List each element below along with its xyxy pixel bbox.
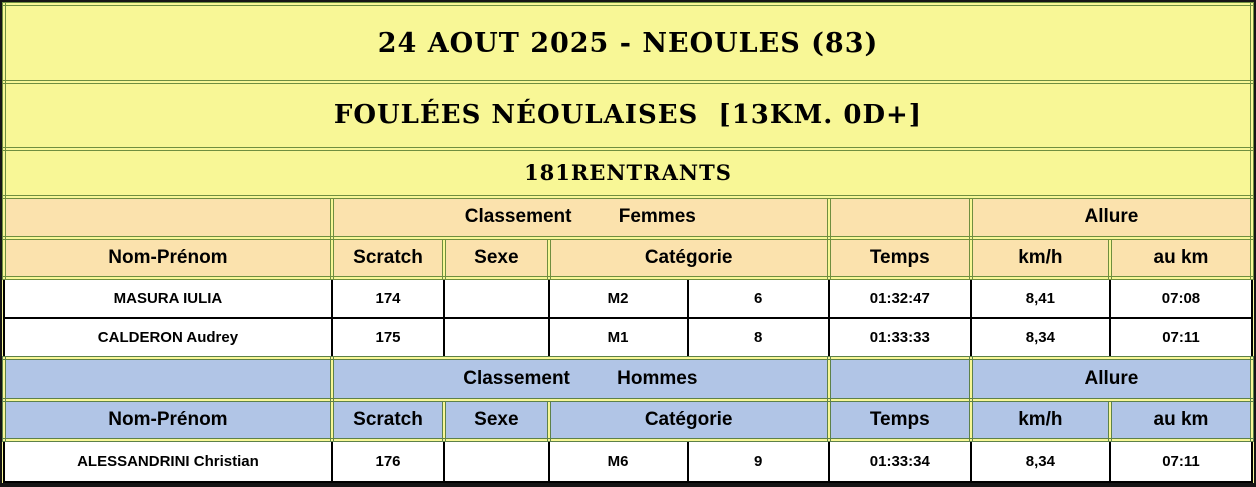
entrants-count: 181RENTRANTS bbox=[2, 146, 1254, 199]
femmes-col-header-nom-prenom: Nom-Prénom bbox=[2, 235, 334, 281]
cell-sexe bbox=[443, 277, 550, 320]
cell-scratch: 176 bbox=[330, 438, 446, 484]
cell-au-km: 07:08 bbox=[1108, 277, 1254, 320]
hommes-allure-header: Allure bbox=[968, 356, 1255, 402]
hommes-section-title: Classement Hommes bbox=[329, 356, 831, 402]
cell-au-km: 07:11 bbox=[1108, 438, 1254, 484]
femmes-col-header-categorie: Catégorie bbox=[546, 235, 831, 281]
femmes-section-title: Classement Femmes bbox=[329, 194, 831, 240]
hommes-section-spacer-mid bbox=[826, 356, 973, 402]
femmes-section-spacer-left bbox=[2, 194, 334, 240]
result-row-hommes-1: ALESSANDRINI Christian 176 M6 9 01:33:34… bbox=[3, 438, 1254, 484]
hommes-col-header-au-km: au km bbox=[1107, 397, 1255, 442]
hommes-col-header-temps: Temps bbox=[826, 397, 973, 442]
femmes-allure-header: Allure bbox=[968, 194, 1255, 240]
cell-temps: 01:32:47 bbox=[827, 277, 972, 320]
result-row-femmes-1: MASURA IULIA 174 M2 6 01:32:47 8,41 07:0… bbox=[3, 277, 1254, 320]
hommes-col-header-nom-prenom: Nom-Prénom bbox=[2, 397, 334, 442]
cell-categorie: M2 bbox=[547, 277, 689, 320]
hommes-col-header-kmh: km/h bbox=[968, 397, 1112, 442]
cell-sexe bbox=[443, 317, 550, 360]
cell-kmh: 8,34 bbox=[969, 317, 1111, 360]
race-name-title: FOULÉES NÉOULAISES [13KM. 0D+] bbox=[2, 80, 1254, 151]
femmes-col-header-au-km: au km bbox=[1107, 235, 1255, 281]
cell-sexe bbox=[443, 438, 550, 484]
cell-scratch: 175 bbox=[330, 317, 446, 360]
cell-kmh: 8,41 bbox=[969, 277, 1111, 320]
cell-temps: 01:33:33 bbox=[827, 317, 972, 360]
cell-categorie: M6 bbox=[547, 438, 689, 484]
race-date-title: 24 AOUT 2025 - NEOULES (83) bbox=[2, 1, 1254, 85]
hommes-col-header-categorie: Catégorie bbox=[546, 397, 831, 442]
femmes-col-header-scratch: Scratch bbox=[329, 235, 447, 281]
femmes-section-spacer-mid bbox=[826, 194, 973, 240]
cell-cat-rank: 9 bbox=[686, 438, 830, 484]
cell-name: ALESSANDRINI Christian bbox=[3, 438, 333, 484]
femmes-col-header-kmh: km/h bbox=[968, 235, 1112, 281]
femmes-col-header-sexe: Sexe bbox=[442, 235, 551, 281]
hommes-col-header-sexe: Sexe bbox=[442, 397, 551, 442]
cell-temps: 01:33:34 bbox=[827, 438, 972, 484]
cell-cat-rank: 6 bbox=[686, 277, 830, 320]
result-row-femmes-2: CALDERON Audrey 175 M1 8 01:33:33 8,34 0… bbox=[3, 317, 1254, 360]
hommes-col-header-scratch: Scratch bbox=[329, 397, 447, 442]
cell-kmh: 8,34 bbox=[969, 438, 1111, 484]
cell-scratch: 174 bbox=[330, 277, 446, 320]
cell-au-km: 07:11 bbox=[1108, 317, 1254, 360]
cell-cat-rank: 8 bbox=[686, 317, 830, 360]
cell-name: MASURA IULIA bbox=[3, 277, 333, 320]
hommes-section-spacer-left bbox=[2, 356, 334, 402]
cell-name: CALDERON Audrey bbox=[3, 317, 333, 360]
cell-categorie: M1 bbox=[547, 317, 689, 360]
femmes-col-header-temps: Temps bbox=[826, 235, 973, 281]
